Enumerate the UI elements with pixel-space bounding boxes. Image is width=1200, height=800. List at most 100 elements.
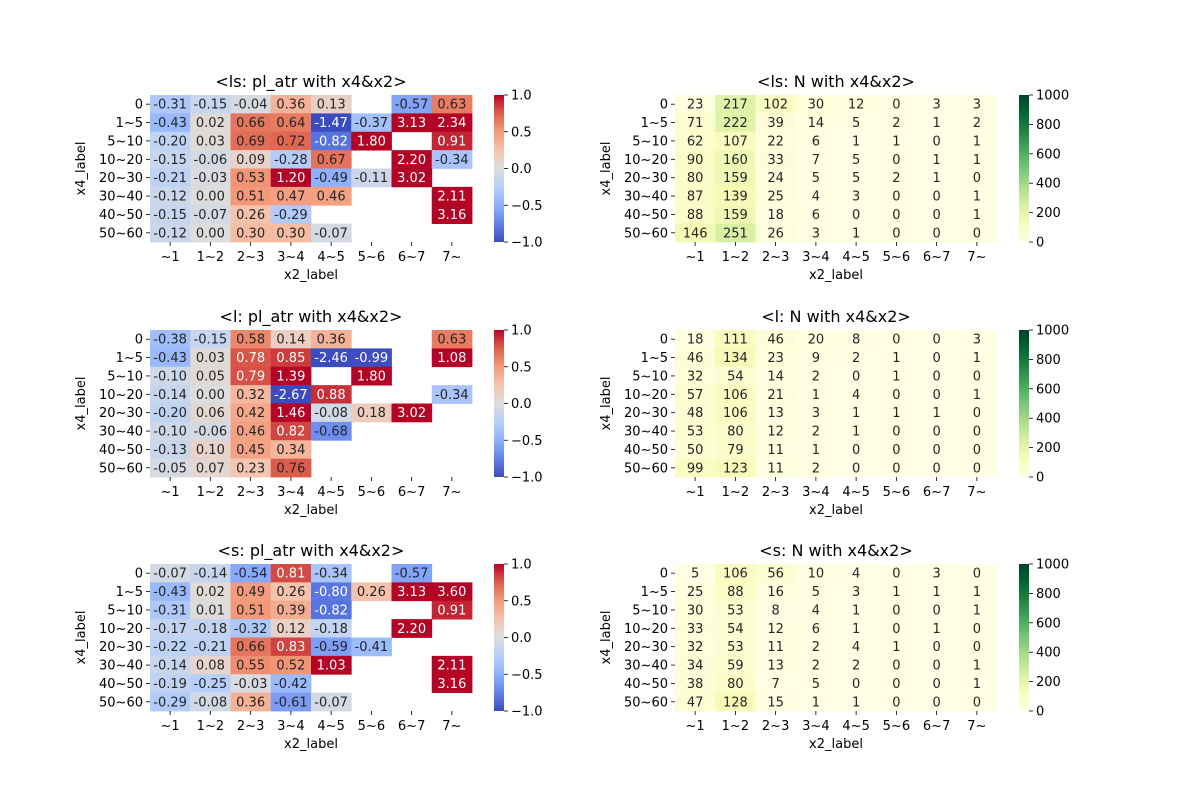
cell-value-label: -0.43 xyxy=(153,351,187,366)
y-tick-label: 40~50 xyxy=(624,443,668,458)
cell-value-label: 0.08 xyxy=(196,659,225,674)
heatmap-cell xyxy=(270,168,312,188)
heatmap-cell xyxy=(795,348,837,368)
cell-value-label: 80 xyxy=(727,425,744,440)
heatmap-cell xyxy=(836,637,877,657)
cell-value-label: -2.46 xyxy=(314,351,348,366)
cell-value-label: -0.21 xyxy=(153,171,187,186)
y-tick-label: 40~50 xyxy=(99,443,143,458)
cell-value-label: 0 xyxy=(852,443,860,458)
cell-value-label: -2.67 xyxy=(274,388,308,403)
x-tick-label: 3~4 xyxy=(802,719,829,734)
cell-value-label: 62 xyxy=(687,134,704,149)
cell-value-label: 1 xyxy=(973,134,981,149)
x-tick-label: 2~3 xyxy=(762,250,789,265)
cell-value-label: -0.18 xyxy=(314,622,348,637)
cell-value-label: 0.26 xyxy=(357,585,386,600)
heatmap-cell xyxy=(755,205,797,225)
heatmap-cell xyxy=(956,421,998,441)
heatmap-cell xyxy=(715,168,756,188)
heatmap-cell xyxy=(795,582,837,602)
heatmap-cell xyxy=(150,113,191,133)
cell-value-label: 0.23 xyxy=(236,461,265,476)
cell-value-label: 1 xyxy=(852,622,860,637)
colorbar-tick-label: 400 xyxy=(1036,646,1061,661)
cell-value-label: -0.03 xyxy=(194,171,228,186)
cell-value-label: 2 xyxy=(892,116,900,131)
cell-value-label: -0.29 xyxy=(274,208,308,223)
cell-value-label: 7 xyxy=(812,153,820,168)
heatmap-cell xyxy=(150,637,191,657)
heatmap-cell xyxy=(230,113,272,133)
heatmap-cell xyxy=(715,186,756,206)
cell-value-label: 5 xyxy=(691,567,699,582)
cell-value-label: 7 xyxy=(771,677,779,692)
cell-value-label: 2.20 xyxy=(397,153,426,168)
heatmap-cell xyxy=(755,403,797,423)
heatmap-cell xyxy=(916,131,958,151)
cell-value-label: -0.08 xyxy=(194,695,228,710)
heatmap-cell xyxy=(715,600,756,620)
heatmap-cell xyxy=(956,564,998,583)
cell-value-label: 22 xyxy=(767,134,784,149)
cell-value-label: 88 xyxy=(727,585,744,600)
cell-value-label: 1 xyxy=(932,116,940,131)
heatmap-cell xyxy=(876,385,917,404)
heatmap-cell xyxy=(916,366,958,386)
x-tick-label: 6~7 xyxy=(398,719,425,734)
cell-value-label: 2 xyxy=(852,351,860,366)
heatmap-cell xyxy=(795,223,837,243)
heatmap-cell xyxy=(230,458,272,478)
colorbar-tick-label: 0 xyxy=(1036,471,1044,486)
heatmap-cell xyxy=(270,366,312,386)
y-tick-label: 50~60 xyxy=(99,695,143,710)
heatmap-cell xyxy=(431,674,473,694)
cell-value-label: 1 xyxy=(973,388,981,403)
heatmap-cell xyxy=(956,637,998,657)
heatmap-cell xyxy=(916,403,958,423)
heatmap-cell xyxy=(876,113,917,133)
x-tick-label: 2~3 xyxy=(237,250,264,265)
y-axis-label: x4_label xyxy=(74,142,89,196)
cell-value-label: 0 xyxy=(973,369,981,384)
heatmap-cell xyxy=(715,692,756,712)
heatmap-cell xyxy=(795,113,837,133)
heatmap-cell xyxy=(715,330,756,349)
heatmap-cell xyxy=(836,366,877,386)
heatmap-cell xyxy=(876,637,917,657)
heatmap-cell xyxy=(956,186,998,206)
heatmap-cell xyxy=(431,385,473,404)
heatmap-cell xyxy=(270,458,312,478)
panel-title: <ls: N with x4&x2> xyxy=(757,72,915,91)
heatmap-cell xyxy=(755,330,797,349)
heatmap-cell xyxy=(876,564,917,583)
colorbar-tick-label: −0.5 xyxy=(511,199,543,214)
colorbar-tick-label: 1000 xyxy=(1036,558,1069,573)
heatmap-cell xyxy=(795,205,837,225)
heatmap-cell xyxy=(431,113,473,133)
cell-value-label: 1 xyxy=(973,351,981,366)
heatmap-cell xyxy=(230,440,272,460)
heatmap-cell xyxy=(311,131,352,151)
cell-value-label: 0.26 xyxy=(236,208,265,223)
cell-value-label: 32 xyxy=(687,640,704,655)
cell-value-label: 12 xyxy=(767,425,784,440)
x-axis-label: x2_label xyxy=(809,737,863,752)
cell-value-label: 6 xyxy=(812,622,820,637)
cell-value-label: 24 xyxy=(767,171,784,186)
x-tick-label: 3~4 xyxy=(277,485,304,500)
cell-value-label: 53 xyxy=(727,603,744,618)
heatmap-cell xyxy=(715,564,756,583)
heatmap-cell xyxy=(836,403,877,423)
cell-value-label: 23 xyxy=(687,98,704,113)
y-tick-label: 50~60 xyxy=(624,461,668,476)
heatmap-cell xyxy=(190,330,231,349)
cell-value-label: 56 xyxy=(767,567,784,582)
heatmap-cell xyxy=(795,600,837,620)
cell-value-label: -0.06 xyxy=(194,153,228,168)
cell-value-label: 0.30 xyxy=(236,226,265,241)
y-tick-label: 5~10 xyxy=(632,369,668,384)
y-tick-label: 1~5 xyxy=(116,116,143,131)
heatmap-cell xyxy=(956,330,998,349)
x-tick-label: 2~3 xyxy=(237,485,264,500)
